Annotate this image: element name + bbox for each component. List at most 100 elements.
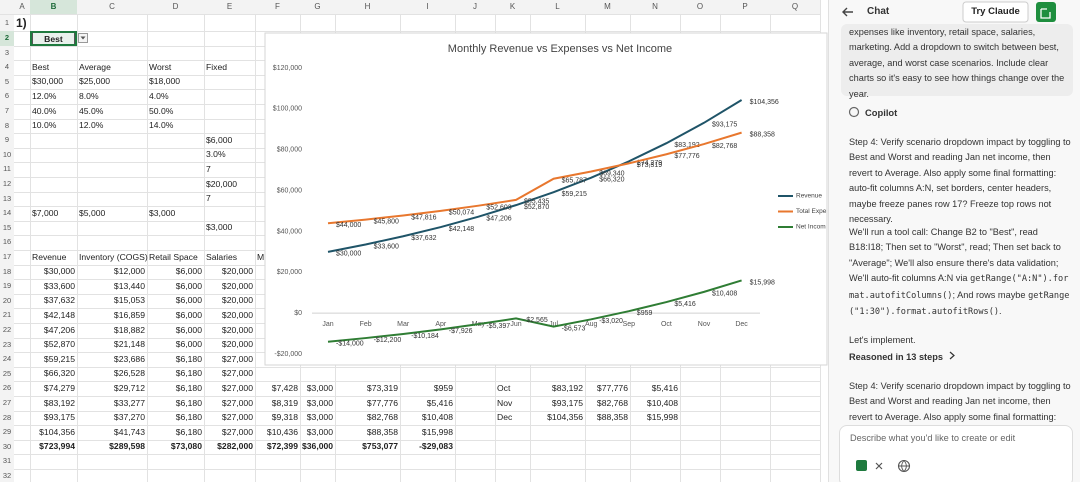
cell[interactable]: $6,000 <box>175 324 202 335</box>
row-header[interactable]: 29 <box>0 425 14 440</box>
new-chat-button[interactable] <box>1036 2 1056 22</box>
cell[interactable]: $20,000 <box>221 266 253 277</box>
cell[interactable]: $77,776 <box>596 382 628 393</box>
cell[interactable]: $37,632 <box>43 295 75 306</box>
cell[interactable]: 10.0% <box>32 120 57 131</box>
row-header[interactable]: 20 <box>0 293 14 309</box>
column-header[interactable]: O <box>680 0 720 14</box>
cell[interactable]: $73,319 <box>366 382 398 393</box>
row-header[interactable]: 13 <box>0 191 14 207</box>
cell[interactable]: $5,416 <box>651 382 678 393</box>
cell[interactable]: $18,000 <box>149 76 181 87</box>
cell[interactable]: $83,192 <box>43 397 75 408</box>
column-header[interactable]: H <box>335 0 400 14</box>
column-header[interactable]: K <box>495 0 530 14</box>
cell[interactable]: $7,428 <box>271 382 298 393</box>
cell[interactable]: $20,000 <box>221 295 253 306</box>
row-header[interactable]: 27 <box>0 396 14 411</box>
cell[interactable]: $33,277 <box>113 397 145 408</box>
cell[interactable]: $282,000 <box>217 441 253 452</box>
cell[interactable]: $93,175 <box>551 397 583 408</box>
cell[interactable]: $7,000 <box>32 207 59 218</box>
cell[interactable]: $9,318 <box>271 412 298 423</box>
row-header[interactable]: 31 <box>0 454 14 469</box>
row-header[interactable]: 10 <box>0 147 14 163</box>
cell[interactable]: $6,000 <box>175 309 202 320</box>
cell[interactable]: $5,000 <box>79 207 106 218</box>
cell[interactable]: $15,053 <box>113 295 145 306</box>
cell[interactable]: Inventory (COGS) <box>79 251 148 262</box>
cell[interactable]: $3,000 <box>306 382 333 393</box>
cell[interactable]: $6,000 <box>175 266 202 277</box>
cell[interactable]: $74,279 <box>43 382 75 393</box>
cell[interactable]: 4.0% <box>149 90 169 101</box>
cell[interactable]: Fixed <box>206 61 228 72</box>
column-header[interactable]: L <box>530 0 585 14</box>
column-header[interactable]: B <box>30 0 77 14</box>
remove-icon[interactable] <box>875 462 883 470</box>
cell[interactable]: $959 <box>433 382 453 393</box>
row-header[interactable]: 26 <box>0 381 14 396</box>
cell[interactable]: $20,000 <box>221 309 253 320</box>
cell[interactable]: $289,598 <box>109 441 145 452</box>
dropdown-button[interactable] <box>78 33 88 43</box>
cell[interactable]: $66,320 <box>43 368 75 379</box>
cell[interactable]: Worst <box>149 61 172 72</box>
cell[interactable]: $6,000 <box>175 339 202 350</box>
cell[interactable]: $93,175 <box>43 412 75 423</box>
column-header[interactable]: Q <box>770 0 820 14</box>
row-header[interactable]: 19 <box>0 279 14 294</box>
row-header[interactable]: 22 <box>0 323 14 338</box>
column-header[interactable]: M <box>585 0 630 14</box>
column-header[interactable]: N <box>630 0 680 14</box>
cell[interactable]: Retail Space <box>149 251 198 262</box>
cell[interactable]: $29,712 <box>113 382 145 393</box>
cell[interactable]: $3,000 <box>306 412 333 423</box>
cell[interactable]: $27,000 <box>221 382 253 393</box>
cell[interactable]: $33,600 <box>43 280 75 291</box>
cell[interactable]: $21,148 <box>113 339 145 350</box>
row-header[interactable]: 2 <box>0 31 14 46</box>
cell[interactable]: $23,686 <box>113 353 145 364</box>
column-header[interactable]: A <box>14 0 30 14</box>
cell[interactable]: 12.0% <box>32 90 57 101</box>
cell[interactable]: $59,215 <box>43 353 75 364</box>
row-header[interactable]: 7 <box>0 104 14 119</box>
cell[interactable]: $52,870 <box>43 339 75 350</box>
cell[interactable]: Ma <box>257 251 269 262</box>
cell[interactable]: 3.0% <box>206 149 226 160</box>
cell[interactable]: $72,399 <box>266 441 298 452</box>
cell[interactable]: $42,148 <box>43 309 75 320</box>
cell[interactable]: $15,998 <box>646 412 678 423</box>
row-header[interactable]: 4 <box>0 60 14 75</box>
cell[interactable]: 8.0% <box>79 90 99 101</box>
column-header[interactable]: J <box>455 0 495 14</box>
row-header[interactable]: 8 <box>0 118 14 134</box>
cell[interactable]: $12,000 <box>113 266 145 277</box>
cell[interactable]: $6,000 <box>175 280 202 291</box>
row-header[interactable]: 16 <box>0 235 14 250</box>
cell[interactable]: $37,270 <box>113 412 145 423</box>
cell[interactable]: $3,000 <box>149 207 176 218</box>
cell[interactable]: $25,000 <box>79 76 111 87</box>
cell[interactable]: $6,180 <box>175 426 202 437</box>
column-header[interactable]: G <box>300 0 335 14</box>
cell[interactable]: $13,440 <box>113 280 145 291</box>
cell[interactable]: 45.0% <box>79 105 104 116</box>
cell[interactable]: $6,000 <box>175 295 202 306</box>
cell[interactable]: $83,192 <box>551 382 583 393</box>
cell[interactable]: $36,000 <box>302 441 334 452</box>
cell[interactable]: $3,000 <box>306 426 333 437</box>
column-header[interactable]: P <box>720 0 770 14</box>
cell[interactable]: Oct <box>497 382 511 393</box>
cell[interactable]: 7 <box>206 163 211 174</box>
column-header[interactable]: E <box>204 0 255 14</box>
cell[interactable]: $20,000 <box>221 280 253 291</box>
cell[interactable]: $3,000 <box>306 397 333 408</box>
cell[interactable]: 1) <box>16 15 27 30</box>
cell[interactable]: $753,077 <box>362 441 398 452</box>
cell[interactable]: $10,408 <box>646 397 678 408</box>
cell[interactable]: $6,180 <box>175 368 202 379</box>
row-header[interactable]: 12 <box>0 177 14 192</box>
cell[interactable]: $104,356 <box>39 426 75 437</box>
